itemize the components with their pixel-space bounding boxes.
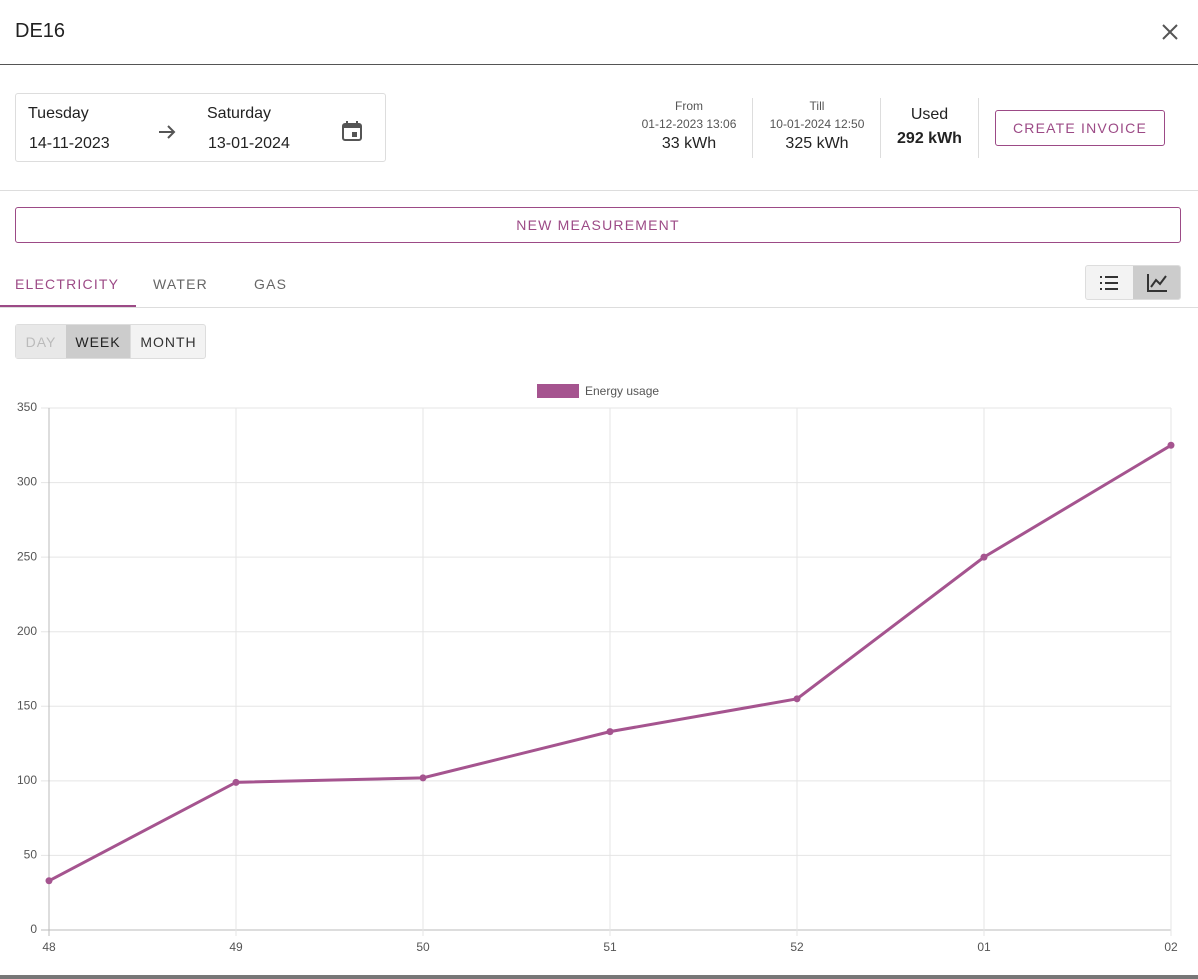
dialog-title: DE16 [15, 20, 66, 42]
x-tick-label: 52 [790, 940, 804, 954]
y-tick-label: 150 [17, 698, 37, 712]
x-tick-label: 50 [416, 940, 430, 954]
stat-label: Used [910, 106, 949, 123]
granularity-toggle: DAY WEEK MONTH [15, 324, 206, 359]
divider [0, 307, 1198, 308]
stat-used: Used 292 kWh [881, 106, 978, 148]
y-tick-label: 0 [30, 922, 37, 936]
point [606, 728, 614, 736]
divider [978, 98, 979, 158]
new-measurement-button[interactable]: NEW MEASUREMENT [15, 207, 1181, 243]
stat-from: From 01-12-2023 13:06 33 kWh [625, 99, 753, 153]
legend-swatch [537, 384, 579, 398]
arrow-icon [159, 125, 176, 139]
stat-value: 33 kWh [661, 135, 717, 152]
legend-label: Energy usage [585, 384, 659, 398]
stat-value: 292 kWh [897, 130, 962, 147]
divider [752, 98, 753, 158]
till-day: Saturday [207, 105, 272, 122]
stat-time: 01-12-2023 13:06 [641, 117, 737, 131]
stat-label: From [675, 99, 703, 113]
x-tick-label: 02 [1164, 940, 1178, 954]
date-range[interactable] [15, 93, 386, 162]
chart-view-button[interactable] [1146, 273, 1168, 293]
from-day: Tuesday [28, 105, 89, 122]
calendar-icon[interactable] [341, 120, 363, 142]
point [232, 778, 240, 786]
tab-indicator [0, 305, 136, 307]
x-tick-label: 49 [229, 940, 243, 954]
x-tick-label: 48 [42, 940, 56, 954]
view-toggle [1085, 265, 1181, 300]
y-tick-label: 50 [24, 848, 38, 862]
stat-time: 10-01-2024 12:50 [769, 117, 865, 131]
point [419, 774, 427, 782]
point [1167, 441, 1175, 449]
from-date: 14-11-2023 [29, 135, 110, 152]
tab[interactable]: WATER [153, 276, 208, 292]
list-view-button[interactable] [1099, 274, 1119, 292]
divider [0, 190, 1198, 191]
header-divider [0, 64, 1198, 65]
point [793, 695, 801, 703]
stat-value: 325 kWh [785, 135, 849, 152]
y-tick-label: 300 [17, 475, 37, 489]
point [980, 553, 988, 561]
x-tick-label: 01 [977, 940, 991, 954]
tab[interactable]: ELECTRICITY [15, 276, 120, 292]
y-tick-label: 250 [17, 549, 37, 563]
point [45, 877, 53, 885]
stat-label: Till [809, 99, 825, 113]
chart: 0 50 100 150 200 250 300 350 48 49 50 51 52 01 02 Energ… [17, 384, 1178, 954]
stat-till: Till 10-01-2024 12:50 325 kWh [753, 99, 881, 153]
y-tick-label: 100 [17, 773, 37, 787]
tab[interactable]: GAS [254, 276, 288, 292]
close-button[interactable] [1160, 22, 1180, 42]
granularity-option[interactable]: DAY [16, 325, 66, 358]
create-invoice-button[interactable]: CREATE INVOICE [995, 110, 1165, 146]
granularity-option[interactable]: MONTH [130, 325, 206, 358]
x-tick-label: 51 [603, 940, 617, 954]
divider [880, 98, 881, 158]
granularity-option[interactable]: WEEK [66, 325, 130, 358]
bottom-bar [0, 975, 1198, 979]
active-view [1133, 266, 1180, 299]
till-date: 13-01-2024 [208, 135, 290, 152]
y-tick-label: 200 [17, 624, 37, 638]
y-tick-label: 350 [17, 400, 37, 414]
